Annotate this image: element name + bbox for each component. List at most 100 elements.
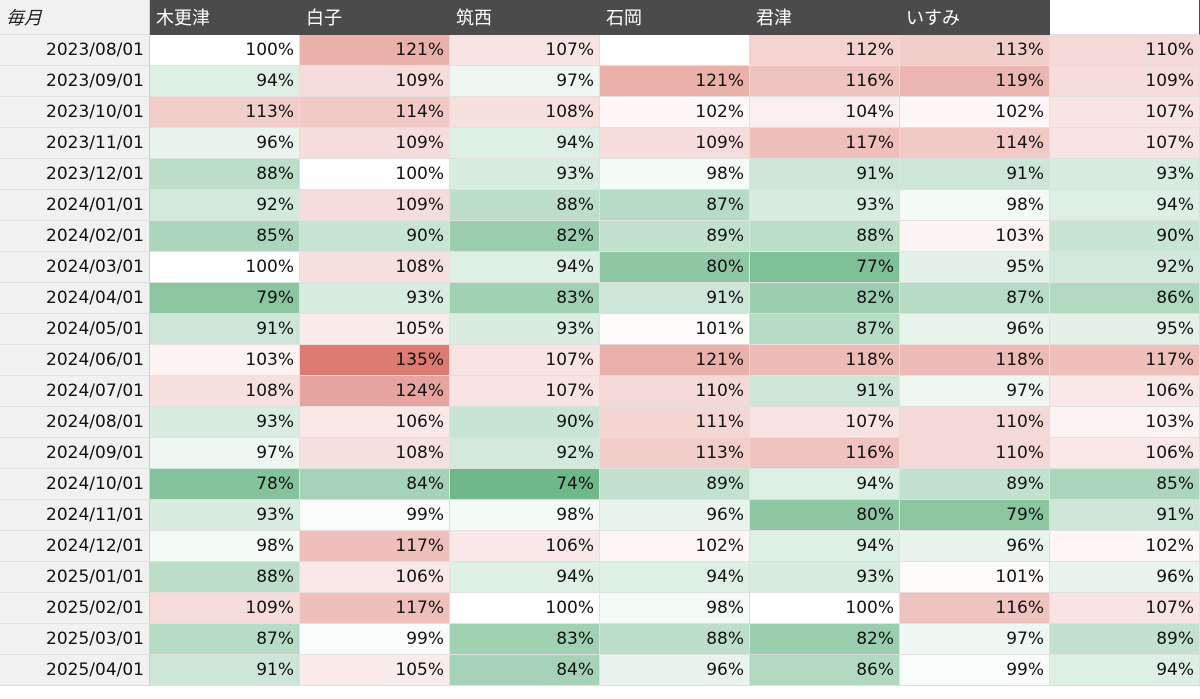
value-cell[interactable]: 94% xyxy=(1050,655,1200,686)
value-cell[interactable]: 113% xyxy=(150,97,300,128)
value-cell[interactable]: 79% xyxy=(150,283,300,314)
value-cell[interactable]: 92% xyxy=(150,190,300,221)
value-cell[interactable]: 88% xyxy=(150,159,300,190)
value-cell[interactable]: 99% xyxy=(300,500,450,531)
value-cell[interactable]: 82% xyxy=(750,624,900,655)
value-cell[interactable]: 104% xyxy=(750,97,900,128)
value-cell[interactable]: 102% xyxy=(600,531,750,562)
value-cell[interactable]: 106% xyxy=(1050,376,1200,407)
value-cell[interactable]: 113% xyxy=(900,35,1050,66)
value-cell[interactable]: 119% xyxy=(900,66,1050,97)
value-cell[interactable]: 87% xyxy=(150,624,300,655)
value-cell[interactable]: 110% xyxy=(1050,35,1200,66)
value-cell[interactable]: 87% xyxy=(750,314,900,345)
value-cell[interactable]: 105% xyxy=(300,655,450,686)
value-cell[interactable]: 106% xyxy=(300,407,450,438)
value-cell[interactable]: 107% xyxy=(1050,593,1200,624)
value-cell[interactable]: 100% xyxy=(750,593,900,624)
column-header[interactable]: 木更津 xyxy=(150,0,300,35)
value-cell[interactable]: 117% xyxy=(300,531,450,562)
value-cell[interactable]: 96% xyxy=(1050,562,1200,593)
value-cell[interactable]: 92% xyxy=(450,438,600,469)
value-cell[interactable]: 114% xyxy=(300,97,450,128)
value-cell[interactable]: 91% xyxy=(1050,500,1200,531)
value-cell[interactable]: 96% xyxy=(600,655,750,686)
value-cell[interactable]: 97% xyxy=(900,624,1050,655)
column-header[interactable]: 石岡 xyxy=(600,0,750,35)
value-cell[interactable] xyxy=(600,35,750,66)
value-cell[interactable]: 94% xyxy=(450,562,600,593)
value-cell[interactable]: 85% xyxy=(150,221,300,252)
value-cell[interactable]: 100% xyxy=(150,252,300,283)
value-cell[interactable]: 98% xyxy=(900,190,1050,221)
value-cell[interactable]: 87% xyxy=(900,283,1050,314)
value-cell[interactable]: 106% xyxy=(1050,438,1200,469)
value-cell[interactable]: 107% xyxy=(1050,128,1200,159)
value-cell[interactable]: 105% xyxy=(300,314,450,345)
value-cell[interactable]: 111% xyxy=(600,407,750,438)
value-cell[interactable]: 78% xyxy=(150,469,300,500)
value-cell[interactable]: 90% xyxy=(1050,221,1200,252)
value-cell[interactable]: 124% xyxy=(300,376,450,407)
value-cell[interactable]: 96% xyxy=(150,128,300,159)
value-cell[interactable]: 99% xyxy=(300,624,450,655)
value-cell[interactable]: 108% xyxy=(300,438,450,469)
value-cell[interactable]: 107% xyxy=(450,345,600,376)
value-cell[interactable]: 102% xyxy=(600,97,750,128)
value-cell[interactable]: 109% xyxy=(300,128,450,159)
date-cell[interactable]: 2023/12/01 xyxy=(0,159,150,190)
value-cell[interactable]: 90% xyxy=(450,407,600,438)
value-cell[interactable]: 94% xyxy=(150,66,300,97)
date-cell[interactable]: 2025/03/01 xyxy=(0,624,150,655)
column-header[interactable]: 君津 xyxy=(750,0,900,35)
value-cell[interactable]: 89% xyxy=(1050,624,1200,655)
value-cell[interactable]: 94% xyxy=(750,469,900,500)
value-cell[interactable]: 93% xyxy=(750,190,900,221)
value-cell[interactable]: 87% xyxy=(600,190,750,221)
value-cell[interactable]: 93% xyxy=(1050,159,1200,190)
value-cell[interactable]: 121% xyxy=(600,66,750,97)
value-cell[interactable]: 80% xyxy=(600,252,750,283)
value-cell[interactable]: 108% xyxy=(450,97,600,128)
value-cell[interactable]: 74% xyxy=(450,469,600,500)
value-cell[interactable]: 79% xyxy=(900,500,1050,531)
value-cell[interactable]: 88% xyxy=(150,562,300,593)
value-cell[interactable]: 95% xyxy=(1050,314,1200,345)
value-cell[interactable]: 97% xyxy=(450,66,600,97)
value-cell[interactable]: 84% xyxy=(450,655,600,686)
value-cell[interactable]: 103% xyxy=(900,221,1050,252)
value-cell[interactable]: 93% xyxy=(150,407,300,438)
corner-header[interactable]: 毎月 xyxy=(0,0,150,35)
value-cell[interactable]: 100% xyxy=(300,159,450,190)
value-cell[interactable]: 94% xyxy=(450,128,600,159)
value-cell[interactable]: 94% xyxy=(1050,190,1200,221)
value-cell[interactable]: 103% xyxy=(1050,407,1200,438)
value-cell[interactable]: 108% xyxy=(300,252,450,283)
value-cell[interactable]: 109% xyxy=(150,593,300,624)
value-cell[interactable]: 116% xyxy=(750,438,900,469)
value-cell[interactable]: 91% xyxy=(750,159,900,190)
date-cell[interactable]: 2025/02/01 xyxy=(0,593,150,624)
value-cell[interactable]: 114% xyxy=(900,128,1050,159)
value-cell[interactable]: 110% xyxy=(600,376,750,407)
date-cell[interactable]: 2024/06/01 xyxy=(0,345,150,376)
value-cell[interactable]: 117% xyxy=(300,593,450,624)
value-cell[interactable]: 91% xyxy=(750,376,900,407)
value-cell[interactable]: 96% xyxy=(900,314,1050,345)
date-cell[interactable]: 2023/11/01 xyxy=(0,128,150,159)
value-cell[interactable]: 106% xyxy=(450,531,600,562)
value-cell[interactable]: 96% xyxy=(600,500,750,531)
value-cell[interactable]: 93% xyxy=(750,562,900,593)
value-cell[interactable]: 91% xyxy=(900,159,1050,190)
value-cell[interactable]: 109% xyxy=(300,66,450,97)
value-cell[interactable]: 83% xyxy=(450,624,600,655)
value-cell[interactable]: 95% xyxy=(900,252,1050,283)
value-cell[interactable]: 99% xyxy=(900,655,1050,686)
date-cell[interactable]: 2024/02/01 xyxy=(0,221,150,252)
date-cell[interactable]: 2024/01/01 xyxy=(0,190,150,221)
value-cell[interactable]: 100% xyxy=(150,35,300,66)
value-cell[interactable]: 93% xyxy=(300,283,450,314)
value-cell[interactable]: 109% xyxy=(600,128,750,159)
value-cell[interactable]: 84% xyxy=(300,469,450,500)
date-cell[interactable]: 2024/03/01 xyxy=(0,252,150,283)
